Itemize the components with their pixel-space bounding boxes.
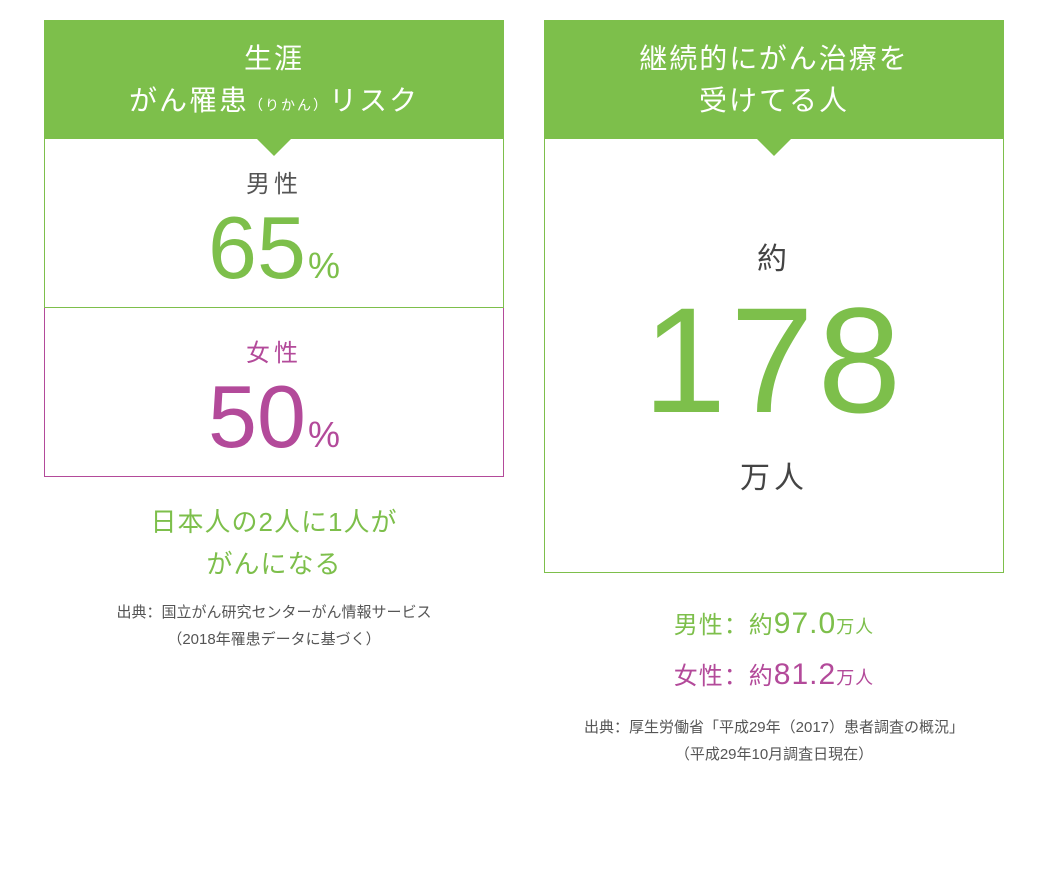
breakdown-female-approx: 約 [749, 663, 774, 690]
male-value-wrap: 65% [55, 204, 493, 292]
female-stat-box: 女性 50% [44, 308, 504, 477]
approx-label: 約 [555, 234, 993, 278]
breakdown: 男性：約97.0万人 女性：約81.2万人 [544, 598, 1004, 700]
left-header-line2: がん罹患（りかん）リスク [54, 80, 494, 122]
breakdown-female: 女性：約81.2万人 [544, 649, 1004, 700]
breakdown-male-label: 男性： [674, 612, 749, 639]
left-header-text-b: リスク [329, 85, 419, 116]
left-citation: 出典：国立がん研究センターがん情報サービス （2018年罹患データに基づく） [44, 599, 504, 653]
left-summary-line1: 日本人の2人に1人が [44, 502, 504, 544]
right-header: 継続的にがん治療を 受けてる人 [544, 20, 1004, 138]
right-citation: 出典：厚生労働省「平成29年（2017）患者調査の概況」 （平成29年10月調査… [544, 714, 1004, 768]
right-header-line2: 受けてる人 [554, 80, 994, 122]
right-panel: 継続的にがん治療を 受けてる人 約 178 万人 男性：約97.0万人 女性：約… [544, 20, 1004, 768]
right-header-line1: 継続的にがん治療を [554, 38, 994, 80]
breakdown-female-value: 81.2 [774, 658, 836, 691]
left-header-line1: 生涯 [54, 38, 494, 80]
breakdown-male-unit: 万人 [836, 617, 874, 637]
breakdown-female-label: 女性： [674, 663, 749, 690]
left-header-furigana: （りかん） [249, 97, 329, 113]
male-value: 65 [208, 204, 306, 292]
left-panel: 生涯 がん罹患（りかん）リスク 男性 65% 女性 50% 日本人の2人に1人が… [44, 20, 504, 653]
breakdown-female-unit: 万人 [836, 668, 874, 688]
left-citation-line1: 出典：国立がん研究センターがん情報サービス [44, 599, 504, 626]
infographic-container: 生涯 がん罹患（りかん）リスク 男性 65% 女性 50% 日本人の2人に1人が… [20, 20, 1028, 768]
chevron-down-icon [756, 138, 792, 156]
left-header-text-a: がん罹患 [129, 85, 249, 116]
left-summary: 日本人の2人に1人が がんになる [44, 502, 504, 585]
female-unit: % [308, 417, 340, 453]
breakdown-male-approx: 約 [749, 612, 774, 639]
male-unit: % [308, 248, 340, 284]
right-citation-line2: （平成29年10月調査日現在） [544, 741, 1004, 768]
female-label: 女性 [55, 333, 493, 368]
breakdown-male-value: 97.0 [774, 607, 836, 640]
total-value: 178 [555, 278, 993, 443]
left-summary-line2: がんになる [44, 544, 504, 586]
female-value-wrap: 50% [55, 373, 493, 461]
female-value: 50 [208, 373, 306, 461]
breakdown-male: 男性：約97.0万人 [544, 598, 1004, 649]
male-label: 男性 [55, 164, 493, 199]
chevron-down-icon [256, 138, 292, 156]
right-citation-line1: 出典：厚生労働省「平成29年（2017）患者調査の概況」 [544, 714, 1004, 741]
total-stat-box: 約 178 万人 [544, 138, 1004, 573]
total-unit: 万人 [555, 453, 993, 497]
left-header: 生涯 がん罹患（りかん）リスク [44, 20, 504, 138]
left-citation-line2: （2018年罹患データに基づく） [44, 626, 504, 653]
male-stat-box: 男性 65% [44, 138, 504, 308]
